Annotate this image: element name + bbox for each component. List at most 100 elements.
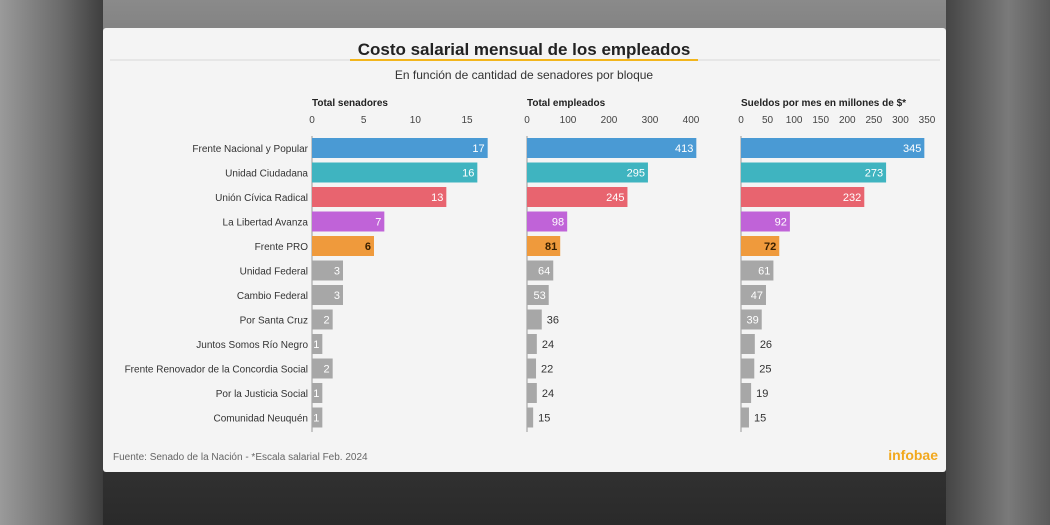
data-label: 232 bbox=[843, 192, 861, 204]
data-label: 2 bbox=[324, 364, 330, 376]
data-label: 16 bbox=[462, 168, 474, 180]
data-label: 2 bbox=[324, 315, 330, 327]
data-label: 13 bbox=[431, 192, 443, 204]
data-label: 24 bbox=[542, 388, 554, 400]
x-tick-label: 150 bbox=[812, 115, 829, 126]
bar bbox=[741, 260, 774, 281]
category-label: Unión Cívica Radical bbox=[215, 193, 308, 204]
bar bbox=[312, 407, 323, 428]
bar bbox=[741, 334, 755, 354]
x-tick-label: 15 bbox=[461, 115, 473, 126]
x-tick-label: 0 bbox=[309, 115, 315, 126]
bar bbox=[741, 358, 755, 379]
data-label: 273 bbox=[865, 168, 883, 180]
data-label: 47 bbox=[751, 290, 763, 302]
category-label: Por Santa Cruz bbox=[240, 316, 308, 327]
bar bbox=[312, 285, 343, 305]
x-tick-label: 50 bbox=[762, 115, 774, 126]
data-label: 17 bbox=[472, 143, 484, 155]
x-tick-label: 200 bbox=[601, 115, 618, 126]
x-tick-label: 350 bbox=[919, 115, 936, 126]
data-label: 22 bbox=[541, 364, 553, 376]
bar bbox=[312, 334, 323, 354]
data-label: 36 bbox=[547, 315, 559, 327]
data-label: 24 bbox=[542, 339, 554, 351]
bar bbox=[312, 358, 333, 379]
x-tick-label: 300 bbox=[642, 115, 659, 126]
bar bbox=[741, 285, 766, 305]
bar bbox=[527, 285, 549, 305]
data-label: 61 bbox=[758, 266, 770, 278]
bar bbox=[741, 162, 887, 183]
data-label: 1 bbox=[313, 388, 319, 400]
bar bbox=[312, 162, 478, 183]
panel-title: Total empleados bbox=[527, 98, 606, 109]
bar bbox=[527, 358, 537, 379]
panel-title: Total senadores bbox=[312, 98, 388, 109]
category-label: Unidad Federal bbox=[240, 267, 308, 278]
x-tick-label: 100 bbox=[560, 115, 577, 126]
x-tick-label: 300 bbox=[892, 115, 909, 126]
chart-subtitle: En función de cantidad de senadores por … bbox=[395, 68, 654, 82]
chart-title: Costo salarial mensual de los empleados bbox=[358, 40, 691, 59]
data-label: 3 bbox=[334, 266, 340, 278]
bar bbox=[312, 211, 385, 232]
data-label: 64 bbox=[538, 266, 550, 278]
data-label: 413 bbox=[675, 143, 693, 155]
bar bbox=[312, 138, 488, 158]
data-label: 295 bbox=[627, 168, 645, 180]
background-photo-right bbox=[946, 0, 1050, 525]
bar bbox=[741, 407, 749, 428]
bar bbox=[312, 383, 323, 403]
category-label: Unidad Ciudadana bbox=[225, 169, 308, 180]
data-label: 19 bbox=[756, 388, 768, 400]
data-label: 92 bbox=[775, 217, 787, 229]
category-label: Por la Justicia Social bbox=[216, 389, 308, 400]
bar bbox=[527, 383, 537, 403]
bar bbox=[741, 309, 762, 330]
data-label: 53 bbox=[533, 290, 545, 302]
data-label: 7 bbox=[375, 217, 381, 229]
data-label: 81 bbox=[545, 241, 557, 253]
bar bbox=[527, 211, 568, 232]
category-label: La Libertad Avanza bbox=[223, 218, 309, 229]
bar bbox=[741, 236, 780, 256]
bar bbox=[312, 260, 343, 281]
bar bbox=[741, 211, 790, 232]
x-tick-label: 0 bbox=[524, 115, 530, 126]
data-label: 26 bbox=[760, 339, 772, 351]
x-tick-label: 10 bbox=[410, 115, 422, 126]
x-tick-label: 100 bbox=[786, 115, 803, 126]
x-tick-label: 250 bbox=[866, 115, 883, 126]
category-label: Frente Nacional y Popular bbox=[192, 144, 308, 155]
data-label: 1 bbox=[313, 339, 319, 351]
data-label: 1 bbox=[313, 413, 319, 425]
data-label: 345 bbox=[903, 143, 921, 155]
bar bbox=[741, 383, 752, 403]
bar bbox=[527, 138, 697, 158]
category-label: Frente Renovador de la Concordia Social bbox=[125, 365, 308, 376]
bar bbox=[741, 187, 865, 207]
bar bbox=[312, 187, 447, 207]
bar bbox=[527, 236, 561, 256]
background-photo-left bbox=[0, 0, 103, 525]
data-label: 72 bbox=[764, 241, 776, 253]
bar bbox=[527, 187, 628, 207]
x-tick-label: 400 bbox=[683, 115, 700, 126]
bar bbox=[527, 334, 537, 354]
infobae-logo: infobae bbox=[888, 447, 938, 463]
bar bbox=[312, 309, 333, 330]
bar bbox=[527, 162, 648, 183]
bar bbox=[741, 138, 925, 158]
x-tick-label: 0 bbox=[738, 115, 744, 126]
bar bbox=[527, 309, 542, 330]
data-label: 98 bbox=[552, 217, 564, 229]
x-tick-label: 5 bbox=[361, 115, 367, 126]
data-label: 245 bbox=[606, 192, 624, 204]
chart-card bbox=[103, 28, 946, 472]
x-tick-label: 200 bbox=[839, 115, 856, 126]
bar bbox=[312, 236, 374, 256]
bar bbox=[527, 407, 534, 428]
data-label: 3 bbox=[334, 290, 340, 302]
